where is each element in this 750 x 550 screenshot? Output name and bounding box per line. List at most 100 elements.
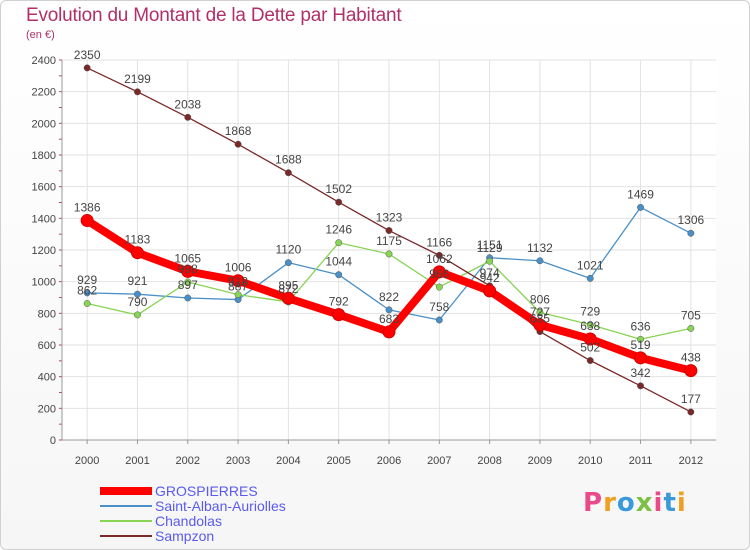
data-label: 1386 <box>74 201 101 215</box>
x-tick-label: 2005 <box>326 455 350 467</box>
chart-title: Evolution du Montant de la Dette par Hab… <box>26 5 402 26</box>
data-label: 806 <box>530 292 550 306</box>
data-label: 974 <box>480 266 500 280</box>
logo-letter: t <box>663 488 677 518</box>
data-point <box>637 203 644 211</box>
x-tick-label: 2006 <box>377 455 401 467</box>
data-label: 918 <box>228 275 248 289</box>
legend-label: Saint-Alban-Auriolles <box>155 498 286 514</box>
data-label: 1323 <box>376 211 403 225</box>
x-tick-label: 2011 <box>629 455 653 467</box>
data-label: 502 <box>580 341 600 355</box>
y-tick-label: 1000 <box>32 277 56 289</box>
data-label: 792 <box>329 295 349 309</box>
data-label: 1306 <box>677 213 704 227</box>
y-tick-label: 800 <box>38 308 56 320</box>
data-label: 1166 <box>426 235 452 249</box>
legend-label: GROSPIERRES <box>155 483 258 499</box>
data-label: 942 <box>480 271 500 285</box>
proxiti-logo: Proxiti <box>583 488 687 518</box>
data-point <box>83 64 91 72</box>
data-point <box>335 271 343 279</box>
x-tick-label: 2007 <box>427 455 451 467</box>
data-point <box>134 311 141 319</box>
data-point <box>184 113 192 121</box>
data-label: 1129 <box>477 241 503 255</box>
data-label: 2199 <box>124 72 151 86</box>
x-tick-label: 2003 <box>226 455 250 467</box>
data-point <box>382 325 396 339</box>
data-label: 685 <box>530 312 550 326</box>
y-tick-label: 0 <box>50 435 56 447</box>
data-point <box>533 318 547 332</box>
data-label: 1044 <box>325 255 352 269</box>
data-label: 342 <box>631 366 651 380</box>
data-label: 1868 <box>225 124 252 138</box>
data-point <box>231 274 245 288</box>
data-label: 929 <box>77 273 97 287</box>
data-point <box>687 324 695 332</box>
logo-letter: P <box>583 488 604 518</box>
data-label: 1183 <box>125 233 151 247</box>
data-point <box>130 246 144 260</box>
data-label: 177 <box>681 392 701 406</box>
y-tick-label: 1600 <box>32 182 56 194</box>
data-label: 683 <box>379 312 399 326</box>
data-point <box>332 308 346 322</box>
data-label: 872 <box>278 282 298 296</box>
data-point <box>284 259 292 267</box>
y-tick-label: 1800 <box>32 150 56 162</box>
data-point <box>432 265 446 279</box>
y-tick-label: 2000 <box>32 118 56 130</box>
data-label: 1502 <box>325 182 352 196</box>
legend-swatch <box>100 487 152 495</box>
logo-letter: i <box>676 488 687 518</box>
x-tick-label: 2002 <box>176 455 200 467</box>
data-point <box>83 289 91 297</box>
data-label: 862 <box>77 284 97 298</box>
data-point <box>586 274 594 282</box>
data-label: 758 <box>429 300 449 314</box>
legend-swatch <box>100 505 152 507</box>
x-tick-label: 2001 <box>125 455 149 467</box>
legend-swatch <box>100 535 152 537</box>
y-tick-label: 1200 <box>32 245 56 257</box>
x-tick-label: 2009 <box>528 455 552 467</box>
y-tick-label: 2400 <box>32 55 56 67</box>
data-label: 638 <box>580 319 600 333</box>
data-label: 1246 <box>325 223 352 237</box>
data-label: 1065 <box>174 251 201 265</box>
data-label: 2038 <box>174 97 201 111</box>
data-label: 1688 <box>275 153 302 167</box>
data-point <box>134 290 141 298</box>
data-label: 729 <box>580 305 600 319</box>
data-point <box>181 264 195 278</box>
legend-label: Sampzon <box>155 528 215 544</box>
data-label: 1132 <box>527 241 553 255</box>
data-label: 998 <box>178 262 198 276</box>
data-point <box>435 316 443 324</box>
data-label: 1062 <box>426 252 453 266</box>
y-tick-label: 400 <box>38 372 56 384</box>
data-point <box>83 300 91 307</box>
data-label: 1151 <box>477 238 503 252</box>
data-label: 519 <box>631 338 651 352</box>
data-point <box>335 239 343 247</box>
data-point <box>134 88 141 96</box>
data-label: 705 <box>681 308 701 322</box>
logo-letter: i <box>653 488 664 518</box>
legend-label: Chandolas <box>155 513 222 529</box>
data-label: 727 <box>530 305 550 319</box>
data-label: 2350 <box>74 48 101 62</box>
data-point <box>637 335 644 343</box>
data-point <box>184 294 192 302</box>
data-label: 887 <box>228 280 248 294</box>
data-label: 966 <box>429 267 449 281</box>
x-tick-label: 2010 <box>578 455 602 467</box>
data-label: 790 <box>127 295 147 309</box>
data-point <box>80 214 94 228</box>
data-point <box>687 229 695 237</box>
data-point <box>586 357 594 364</box>
legend-swatch <box>100 520 152 522</box>
